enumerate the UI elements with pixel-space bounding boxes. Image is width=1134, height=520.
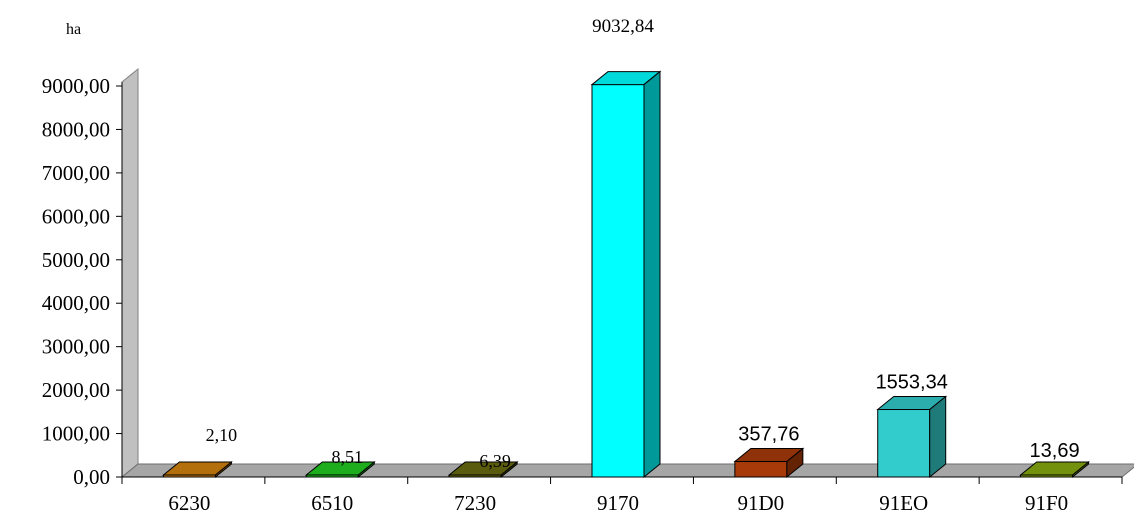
y-tick-label: 9000,00 <box>42 74 110 98</box>
x-tick-label-9170: 9170 <box>597 491 639 515</box>
bar-side <box>214 460 232 479</box>
bar-7230 <box>447 460 519 479</box>
y-tick-label: 0,00 <box>73 465 110 489</box>
y-tick-label: 7000,00 <box>42 161 110 185</box>
data-label-9170: 9032,84 <box>592 16 654 37</box>
y-tick-label: 8000,00 <box>42 117 110 141</box>
bar-6230 <box>162 460 233 479</box>
y-tick-label: 3000,00 <box>42 335 110 359</box>
chart-axes: 0,00 1000,00 2000,00 3000,00 4000,00 5000,00 6… <box>42 74 1123 489</box>
data-label-6510: 8,51 <box>332 447 364 467</box>
data-label-91f0: 13,69 <box>1030 440 1080 462</box>
data-label-91d0: 357,76 <box>738 423 799 445</box>
bar-6510 <box>304 460 376 479</box>
labels-group: ha 6230 2,10 6510 8,51 7230 6,39 9170 9032,84 91D… <box>66 16 1080 515</box>
data-label-91eo: 1553,34 <box>876 372 948 394</box>
x-tick-label-91eo: 91EO <box>879 491 928 515</box>
bar-side <box>929 395 947 479</box>
data-label-6230: 2,10 <box>206 425 238 445</box>
bar-side <box>357 460 375 479</box>
x-tick-label-91f0: 91F0 <box>1025 491 1068 515</box>
bar-front <box>734 460 788 478</box>
bar-side <box>500 460 518 479</box>
x-tick-label-91d0: 91D0 <box>738 491 785 515</box>
x-tick-label-6230: 6230 <box>168 491 210 515</box>
y-tick-label: 6000,00 <box>42 204 110 228</box>
bar-front <box>877 409 931 478</box>
bar-side <box>1072 460 1090 479</box>
bars-group <box>162 70 1090 479</box>
y-tick-label: 2000,00 <box>42 378 110 402</box>
bar-91eo <box>876 395 948 479</box>
bar-side <box>786 447 804 479</box>
bar-91d0 <box>733 447 805 479</box>
x-tick-label-6510: 6510 <box>311 491 353 515</box>
data-label-7230: 6,39 <box>479 451 511 471</box>
bar-side <box>643 70 661 479</box>
y-tick-label: 4000,00 <box>42 291 110 315</box>
y-unit-label: ha <box>66 21 81 38</box>
bar-front <box>591 84 645 478</box>
y-tick-label: 5000,00 <box>42 248 110 272</box>
y-tick-label: 1000,00 <box>42 422 110 446</box>
bar-9170 <box>590 70 662 479</box>
side-wall <box>121 67 139 479</box>
x-tick-label-7230: 7230 <box>454 491 496 515</box>
bar-91f0 <box>1019 460 1090 479</box>
